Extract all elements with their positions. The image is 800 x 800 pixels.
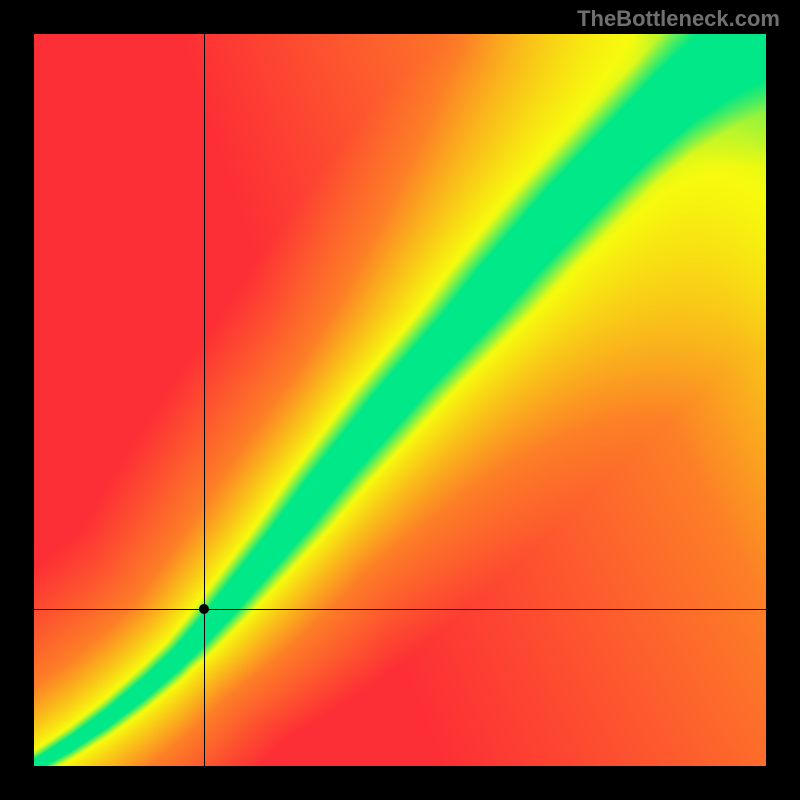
data-point-marker (199, 604, 209, 614)
crosshair-horizontal (34, 609, 766, 610)
heatmap-canvas (34, 34, 766, 766)
heatmap-plot (34, 34, 766, 766)
watermark-text: TheBottleneck.com (577, 6, 780, 32)
crosshair-vertical (204, 34, 205, 766)
